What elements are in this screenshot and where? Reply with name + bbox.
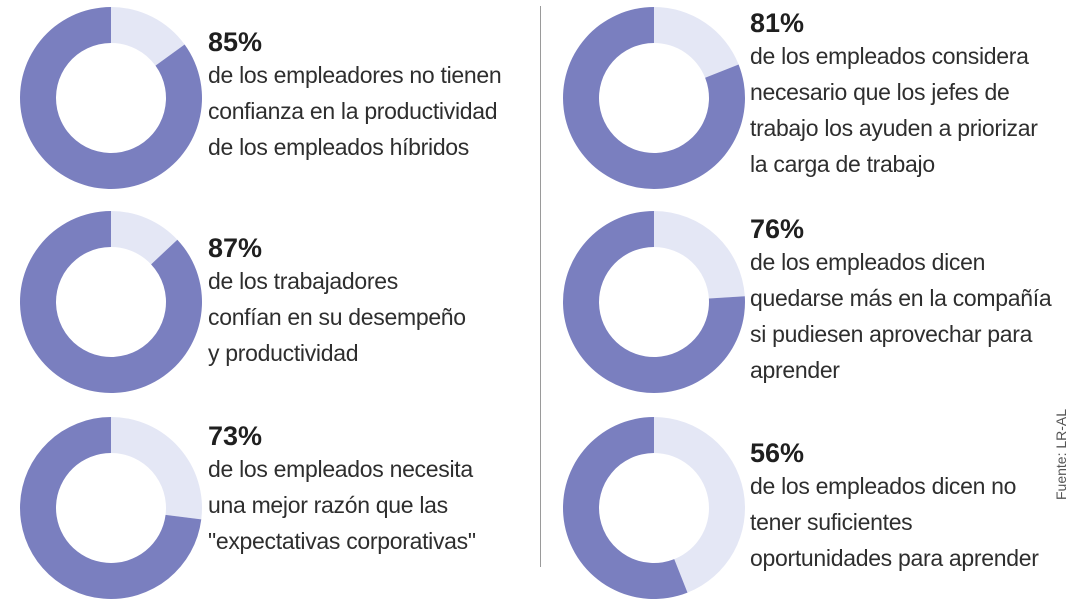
donut-value-segment xyxy=(563,417,688,599)
donut-chart-5 xyxy=(563,211,745,393)
stat-description-line: si pudiesen aprovechar para xyxy=(750,321,1033,347)
stat-percentage: 56% xyxy=(750,438,805,468)
donut-chart-6 xyxy=(563,417,745,599)
donut-remainder-segment xyxy=(654,7,739,78)
stat-description-line: de los empleados dicen xyxy=(750,249,986,275)
stat-description-line: de los empleados considera xyxy=(750,43,1029,69)
stat-description-line: tener suficientes xyxy=(750,509,913,535)
stat-block-2: 87% de los trabajadores confían en su de… xyxy=(208,233,466,371)
stat-description-line: aprender xyxy=(750,357,840,383)
donut-value-segment xyxy=(563,211,745,393)
stat-percentage: 76% xyxy=(750,214,805,244)
donut-chart-4 xyxy=(563,7,745,190)
donut-value-segment xyxy=(20,417,202,599)
stat-block-1: 85% de los empleadores no tienen confian… xyxy=(208,27,502,165)
stat-description-line: de los empleados dicen no xyxy=(750,473,1017,499)
donut-value-segment xyxy=(19,7,202,190)
stat-description-line: quedarse más en la compañía xyxy=(750,285,1052,311)
stat-percentage: 81% xyxy=(750,8,805,38)
stat-percentage: 87% xyxy=(208,233,263,263)
stat-description-line: una mejor razón que las xyxy=(208,492,448,518)
stat-description-line: "expectativas corporativas" xyxy=(208,528,476,554)
stat-description-line: y productividad xyxy=(208,340,359,366)
stat-description-line: de los trabajadores xyxy=(208,268,398,294)
stat-description-line: oportunidades para aprender xyxy=(750,545,1039,571)
stat-description-line: confianza en la productividad xyxy=(208,98,498,124)
stat-block-4: 81% de los empleados considera necesario… xyxy=(750,8,1038,182)
donut-chart-3 xyxy=(20,417,203,599)
stat-description-line: de los empleados necesita xyxy=(208,456,473,482)
stat-percentage: 73% xyxy=(208,421,263,451)
stat-description-line: confían en su desempeño xyxy=(208,304,466,330)
stat-block-6: 56% de los empleados dicen no tener sufi… xyxy=(750,438,1039,576)
donut-remainder-segment xyxy=(111,417,203,520)
stat-percentage: 85% xyxy=(208,27,263,57)
stat-block-5: 76% de los empleados dicen quedarse más … xyxy=(750,214,1052,388)
donut-value-segment xyxy=(20,211,202,393)
stat-description-line: de los empleados híbridos xyxy=(208,134,469,160)
donut-chart-2 xyxy=(20,211,202,393)
donut-chart-1 xyxy=(19,7,202,190)
stat-description-line: de los empleadores no tienen xyxy=(208,62,502,88)
column-divider xyxy=(540,6,541,567)
donut-remainder-segment xyxy=(654,417,745,593)
stat-description-line: necesario que los jefes de xyxy=(750,79,1010,105)
donut-value-segment xyxy=(563,7,745,190)
stat-block-3: 73% de los empleados necesita una mejor … xyxy=(208,421,476,559)
donut-remainder-segment xyxy=(111,211,178,265)
stat-description-line: trabajo los ayuden a priorizar xyxy=(750,115,1038,141)
source-credit: Fuente: LR-AL xyxy=(1053,408,1069,500)
donut-remainder-segment xyxy=(111,7,185,66)
donut-remainder-segment xyxy=(654,211,745,299)
stat-description-line: la carga de trabajo xyxy=(750,151,935,177)
